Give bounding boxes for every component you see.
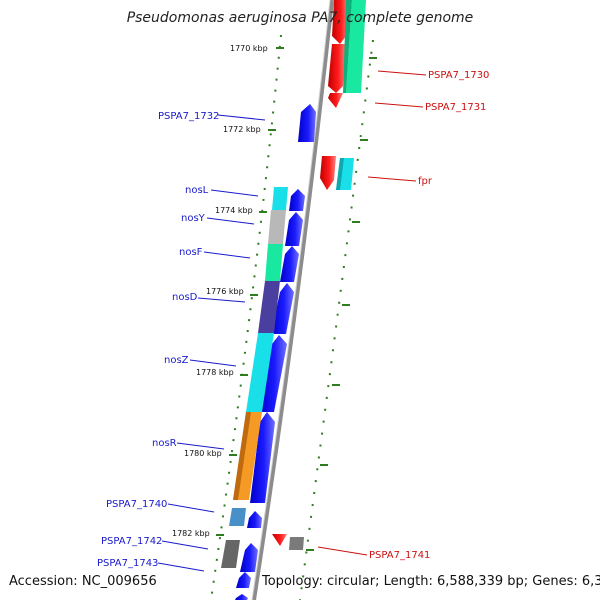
cds-red-1741 [272,534,287,546]
gene-label-nosr[interactable]: nosR [152,438,177,449]
genome-backbone [252,0,334,600]
position-label: 1770 kbp [230,44,268,53]
right-gene-labels[interactable]: PSPA7_1730 PSPA7_1731 fpr PSPA7_1741 [369,70,489,561]
position-label: 1774 kbp [215,206,253,215]
feature-green-top [343,0,366,93]
position-label: 1772 kbp [223,125,261,134]
nos-cds-arrows [235,189,305,600]
left-gene-labels[interactable]: PSPA7_1732 nosL nosY nosF nosD nosZ nosR… [97,111,219,569]
gene-label-nosd[interactable]: nosD [172,292,198,303]
position-label: 1782 kbp [172,529,210,538]
map-title: Pseudomonas aeruginosa PA7, complete gen… [126,10,474,26]
cds-red-fpr [320,156,336,190]
left-scale-track [210,34,282,600]
gene-label-pspa7-1740[interactable]: PSPA7_1740 [106,499,167,510]
gene-label-nosl[interactable]: nosL [185,185,209,196]
nos-feature-boxes [221,187,288,568]
genome-backbone-highlight [251,0,331,600]
position-label: 1780 kbp [184,449,222,458]
gene-label-pspa7-1731[interactable]: PSPA7_1731 [425,102,486,113]
gene-label-nosy[interactable]: nosY [181,213,206,224]
cds-red-top [328,0,348,108]
cds-blue-1732 [298,104,316,142]
left-leader-lines [157,114,266,572]
position-labels: 1770 kbp 1772 kbp 1774 kbp 1776 kbp 1778… [172,44,268,538]
right-major-ticks [306,57,377,551]
gene-label-pspa7-1732[interactable]: PSPA7_1732 [158,111,219,122]
accession-label: Accession: NC_009656 [9,574,157,589]
gene-label-nosf[interactable]: nosF [179,247,203,258]
gene-label-pspa7-1743[interactable]: PSPA7_1743 [97,558,158,569]
right-leader-lines [317,70,427,556]
feature-cyan-fpr [336,158,354,190]
genome-summary: Topology: circular; Length: 6,588,339 bp… [262,574,600,589]
gene-label-pspa7-1730[interactable]: PSPA7_1730 [428,70,489,81]
gene-label-pspa7-1741[interactable]: PSPA7_1741 [369,550,430,561]
position-label: 1778 kbp [196,368,234,377]
gene-label-fpr[interactable]: fpr [418,176,433,187]
major-ticks [216,47,284,536]
gene-label-pspa7-1742[interactable]: PSPA7_1742 [101,536,162,547]
right-scale-track [299,39,374,600]
gene-label-nosz[interactable]: nosZ [164,355,189,366]
feature-grey-1741 [289,537,304,550]
position-label: 1776 kbp [206,287,244,296]
